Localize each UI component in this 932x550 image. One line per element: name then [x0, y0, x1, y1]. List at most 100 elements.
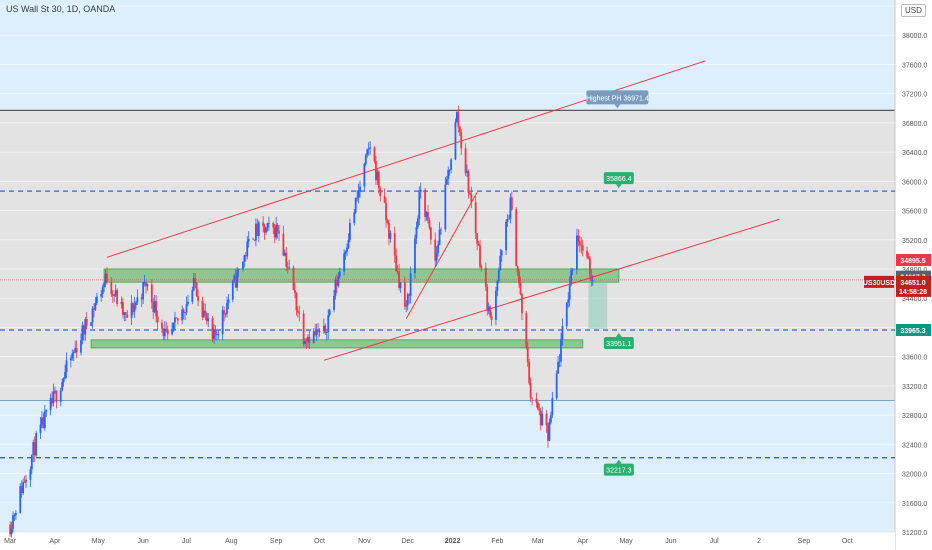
candle-body [414, 238, 416, 274]
candle-body [541, 413, 544, 426]
candle-body [308, 336, 311, 343]
candle [458, 125, 461, 136]
candle-body [282, 233, 285, 256]
candle [233, 273, 236, 283]
candle-body [567, 299, 570, 303]
candle [399, 282, 402, 293]
candle [528, 359, 531, 386]
candle [52, 383, 55, 407]
candle-body [155, 301, 158, 317]
candle [450, 157, 453, 174]
candle [197, 289, 199, 307]
candle [327, 309, 330, 340]
candle [312, 328, 315, 344]
candle-body [480, 266, 483, 268]
candle [187, 294, 189, 307]
candle [116, 288, 119, 307]
candle-body [408, 294, 411, 296]
candle [20, 480, 23, 498]
x-tick-label: May [619, 538, 633, 545]
candle [484, 262, 487, 291]
candle-body [61, 382, 64, 391]
currency-label[interactable]: USD [901, 4, 926, 17]
candle [359, 180, 361, 198]
candle [41, 410, 43, 429]
candle [10, 521, 13, 538]
candle [62, 377, 65, 387]
candle [43, 404, 46, 432]
candle-body [123, 312, 126, 315]
candle-body [364, 154, 367, 164]
candle-body [156, 316, 159, 323]
candle-body [555, 373, 558, 399]
candle [555, 370, 558, 401]
candle-body [9, 524, 12, 535]
candle-body [244, 255, 247, 257]
candle [586, 246, 588, 260]
candle [508, 214, 510, 220]
candle-body [121, 302, 124, 315]
candle-body [349, 223, 351, 240]
candle-body [81, 325, 84, 341]
candle-body [213, 329, 215, 340]
candle-body [557, 361, 560, 374]
candle-body [72, 352, 75, 354]
x-tick-label: Sep [270, 538, 283, 545]
candle-body [578, 241, 581, 245]
candle-body [20, 486, 23, 494]
y-tick-label: 31600.0 [902, 501, 927, 508]
candle [454, 118, 457, 161]
candle-body [353, 212, 356, 224]
candle [69, 355, 72, 368]
candle-body [395, 255, 398, 272]
candle [181, 305, 184, 325]
x-tick-label: May [92, 538, 106, 545]
candle [161, 319, 163, 333]
candle-body [52, 391, 55, 404]
candle [591, 275, 594, 286]
candle [343, 249, 346, 276]
candle-body [242, 261, 244, 269]
candle-body [337, 276, 340, 286]
candle-body [54, 390, 56, 392]
candle [82, 324, 85, 341]
candle [408, 292, 411, 304]
candle [211, 316, 214, 342]
candle [298, 305, 301, 322]
candle-body [531, 397, 533, 399]
candle [135, 300, 137, 310]
candle-body [406, 294, 409, 306]
candle-body [166, 329, 169, 335]
x-tick-label: Jul [710, 538, 719, 545]
candle-body [142, 282, 145, 300]
candle-body [165, 328, 168, 330]
candle-body [268, 223, 270, 224]
candle-body [495, 290, 497, 320]
candle [324, 323, 327, 335]
candle-body [318, 331, 321, 332]
candle-body [399, 282, 402, 289]
candle [548, 418, 551, 442]
candle [93, 303, 95, 318]
candle-body [437, 244, 440, 254]
candle [444, 176, 447, 232]
y-tick-label: 32400.0 [902, 442, 927, 449]
candle-body [440, 229, 442, 231]
candle-body [509, 197, 512, 219]
candle [81, 321, 84, 345]
candle-body [10, 528, 13, 535]
candle-body [548, 422, 551, 441]
candle [166, 325, 169, 340]
target-tag-upper-label: 35866.4 [606, 176, 631, 183]
candle-body [211, 318, 214, 340]
candle-body [265, 227, 267, 233]
support-zone [90, 339, 584, 349]
candle-body [425, 212, 428, 217]
candle-body [19, 486, 22, 514]
candle-body [22, 482, 25, 494]
x-tick-label: Jun [665, 538, 676, 545]
candle [84, 316, 87, 341]
candle-body [187, 301, 189, 304]
